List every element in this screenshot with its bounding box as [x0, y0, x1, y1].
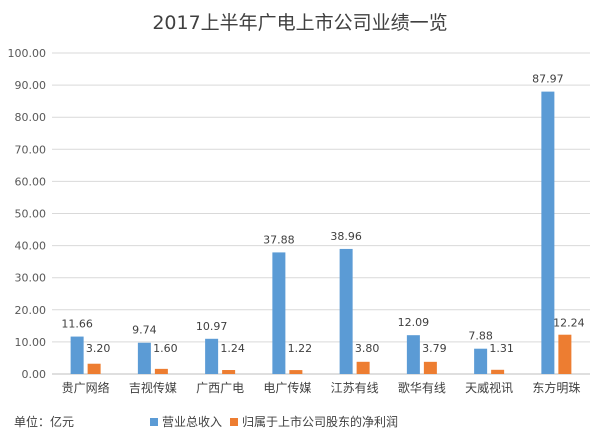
data-label-revenue: 9.74 — [132, 324, 157, 337]
x-category-label: 东方明珠 — [532, 380, 580, 395]
y-tick-label: 40.00 — [15, 240, 47, 253]
bar-revenue — [137, 342, 151, 374]
x-category-label: 贵广网络 — [62, 380, 110, 395]
bar-net-profit — [423, 361, 437, 374]
x-category-label: 江苏有线 — [331, 381, 379, 395]
data-label-revenue: 38.96 — [330, 230, 362, 243]
bar-revenue — [474, 348, 488, 374]
y-tick-label: 50.00 — [15, 208, 47, 221]
bar-revenue — [205, 338, 219, 374]
bar-revenue — [406, 335, 420, 374]
data-label-revenue: 87.97 — [532, 73, 564, 86]
bar-net-profit — [222, 370, 236, 374]
legend-label-revenue: 营业总收入 — [162, 415, 223, 429]
legend-swatch-net-profit — [230, 417, 239, 426]
data-label-revenue: 7.88 — [468, 330, 493, 343]
bars — [70, 91, 572, 374]
bar-net-profit — [491, 369, 505, 374]
chart-title: 2017上半年广电上市公司业绩一览 — [152, 12, 448, 34]
x-category-label: 歌华有线 — [398, 380, 446, 395]
data-label-revenue: 10.97 — [196, 320, 228, 333]
data-label-net-profit: 3.80 — [355, 342, 380, 355]
gridlines — [52, 52, 590, 375]
y-tick-label: 90.00 — [15, 79, 47, 92]
y-tick-label: 0.00 — [22, 368, 47, 381]
unit-note: 单位：亿元 — [14, 415, 75, 429]
x-category-label: 电广传媒 — [263, 380, 311, 395]
y-tick-label: 70.00 — [15, 143, 47, 156]
data-label-net-profit: 1.31 — [489, 342, 514, 355]
x-category-label: 广西广电 — [196, 381, 244, 395]
data-label-net-profit: 12.24 — [553, 317, 585, 330]
legend: 营业总收入 归属于上市公司股东的净利润 — [150, 413, 406, 430]
legend-label-net-profit: 归属于上市公司股东的净利润 — [242, 415, 399, 429]
y-tick-label: 10.00 — [15, 336, 47, 349]
data-label-net-profit: 1.60 — [153, 342, 178, 355]
data-label-revenue: 12.09 — [398, 316, 430, 329]
bar-net-profit — [87, 363, 101, 374]
bar-net-profit — [289, 370, 303, 374]
data-labels: 11.66 3.20 9.74 1.60 10.97 1.24 37.88 1.22 38.96… — [61, 73, 584, 355]
data-label-revenue: 11.66 — [61, 318, 93, 331]
bar-revenue — [541, 91, 555, 374]
bar-net-profit — [356, 361, 370, 374]
x-category-label: 吉视传媒 — [129, 380, 177, 395]
bar-net-profit — [154, 368, 168, 374]
bar-revenue — [70, 336, 84, 374]
data-label-net-profit: 1.22 — [288, 342, 313, 355]
x-category-label: 天威视讯 — [465, 380, 513, 395]
legend-item-revenue: 营业总收入 — [150, 413, 222, 430]
y-tick-label: 60.00 — [15, 175, 47, 188]
data-label-net-profit: 1.24 — [220, 342, 245, 355]
y-tick-label: 20.00 — [15, 304, 47, 317]
bar-revenue — [339, 248, 353, 374]
y-tick-label: 30.00 — [15, 272, 47, 285]
y-tick-label: 100.00 — [8, 47, 47, 60]
data-label-net-profit: 3.79 — [422, 342, 447, 355]
y-axis-tick-labels: 0.00 10.00 20.00 30.00 40.00 50.00 60.00 70.00 8… — [8, 47, 47, 381]
bar-net-profit — [558, 334, 572, 374]
y-tick-label: 80.00 — [15, 111, 47, 124]
x-axis-category-labels: 贵广网络 吉视传媒 广西广电 电广传媒 江苏有线 歌华有线 天威视讯 东方明珠 — [62, 380, 581, 395]
legend-swatch-revenue — [150, 417, 158, 426]
data-label-net-profit: 3.20 — [86, 342, 111, 355]
bar-revenue — [272, 252, 286, 374]
data-label-revenue: 37.88 — [263, 233, 295, 246]
legend-item-net-profit: 归属于上市公司股东的净利润 — [230, 413, 398, 430]
